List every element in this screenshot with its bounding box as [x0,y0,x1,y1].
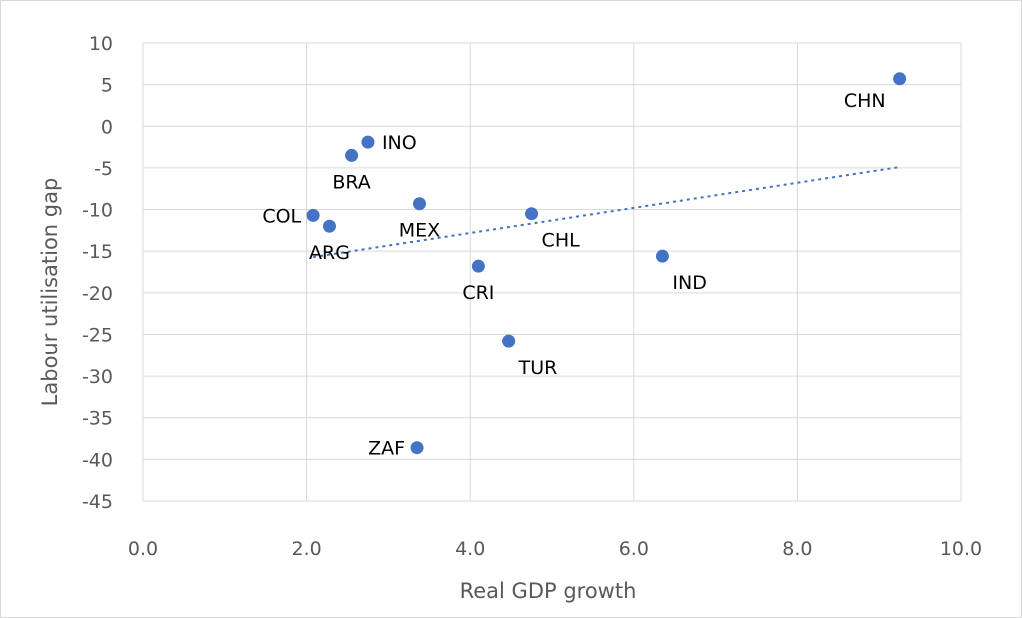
x-tick-label: 10.0 [940,538,982,560]
point-label-chn: CHN [844,90,886,112]
y-tick-label: -30 [82,366,113,388]
y-tick-label: 5 [101,75,113,97]
x-tick-label: 2.0 [291,538,321,560]
data-point-tur [502,334,516,348]
point-label-ino: INO [382,132,417,154]
y-tick-label: -5 [94,158,113,180]
point-label-chl: CHL [542,230,581,252]
x-axis-title: Real GDP growth [460,579,637,603]
y-tick-label: -25 [82,324,113,346]
point-label-tur: TUR [518,357,558,379]
trend-line [312,166,900,259]
data-point-mex [412,197,426,211]
y-axis-title: Labour utilisation gap [38,178,62,407]
y-tick-label: -45 [82,491,113,513]
data-point-chn [893,72,907,86]
x-tick-label: 0.0 [128,538,158,560]
point-labels: CHN INO BRA COL ARG MEX CHL CRI IND TUR ZAF [262,90,885,460]
data-point-arg [323,219,337,233]
x-tick-label: 8.0 [782,538,812,560]
x-tick-label: 4.0 [455,538,485,560]
grid [142,42,962,502]
y-tick-label: -15 [82,241,113,263]
y-tick-label: -40 [82,449,113,471]
x-tick-label: 6.0 [619,538,649,560]
point-label-ind: IND [672,272,706,294]
point-label-col: COL [262,205,301,227]
y-tick-label: 10 [89,33,113,55]
data-point-zaf [410,441,424,455]
point-label-cri: CRI [462,282,494,304]
data-point-col [306,208,320,222]
data-point-chl [525,207,539,221]
data-points [306,72,907,455]
data-point-ino [361,135,375,149]
data-point-bra [345,148,359,162]
y-tick-label: -20 [82,283,113,305]
data-point-ind [655,249,669,263]
point-label-bra: BRA [332,171,370,193]
y-tick-label: -35 [82,408,113,430]
y-tick-label: -10 [82,200,113,222]
data-point-cri [471,259,485,273]
y-tick-label: 0 [101,116,113,138]
point-label-arg: ARG [309,242,350,264]
axes: 10 5 0 -5 -10 -15 -20 -25 -30 -35 -40 -45 0.0 2.0 4.0 6… [82,33,982,560]
point-label-zaf: ZAF [368,438,405,460]
point-label-mex: MEX [399,220,440,242]
